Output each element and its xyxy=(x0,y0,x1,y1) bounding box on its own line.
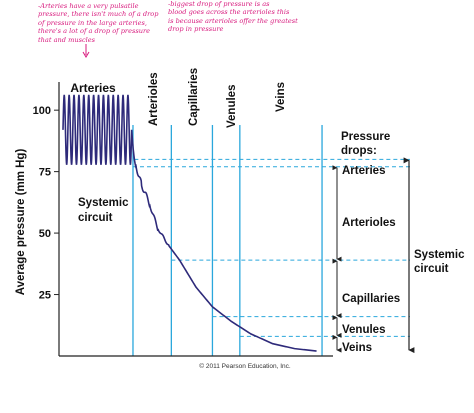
y-axis-label: Average pressure (mm Hg) xyxy=(15,149,27,296)
y-tick-label: 100 xyxy=(33,105,51,117)
pressure-drops-title: Pressure drops: xyxy=(341,131,390,157)
systemic-circuit-curve-label: Systemic circuit xyxy=(78,197,129,224)
annotation-right: -biggest drop of pressure is as blood go… xyxy=(168,0,298,34)
y-tick-label: 75 xyxy=(39,167,51,179)
axes xyxy=(58,82,333,357)
annotation-left: -Arteries have a very pulsatile pressure… xyxy=(38,2,159,44)
region-dividers xyxy=(132,125,323,356)
y-tick-label: 25 xyxy=(39,290,51,302)
copyright: © 2011 Pearson Education, Inc. xyxy=(199,363,291,370)
pressure-drops-column: Pressure drops: Arteries Arterioles Capillar… xyxy=(332,131,400,354)
annotation-arrowhead xyxy=(82,51,90,58)
region-label: Arteries xyxy=(70,81,116,95)
region-labels: Arteries Arterioles Capillaries Venules Vein… xyxy=(70,68,287,128)
pressure-drop-label: Arterioles xyxy=(342,217,396,229)
region-label: Capillaries xyxy=(188,68,200,126)
systemic-circuit-bracket: Systemic circuit xyxy=(403,157,465,354)
region-label: Veins xyxy=(275,82,287,112)
pressure-drop-label: Capillaries xyxy=(342,293,400,305)
region-label: Arterioles xyxy=(148,72,160,126)
pressure-drop-label: Arteries xyxy=(342,165,385,177)
pressure-drop-label: Veins xyxy=(342,342,372,354)
y-ticks: 25 50 75 100 xyxy=(33,105,59,302)
bracket-label: Systemic circuit xyxy=(414,249,465,275)
region-label: Venules xyxy=(226,85,238,128)
pressure-drop-guides xyxy=(132,158,410,337)
pressure-curve xyxy=(62,94,317,352)
pressure-drop-label: Venules xyxy=(342,324,385,336)
y-tick-label: 50 xyxy=(39,228,51,240)
